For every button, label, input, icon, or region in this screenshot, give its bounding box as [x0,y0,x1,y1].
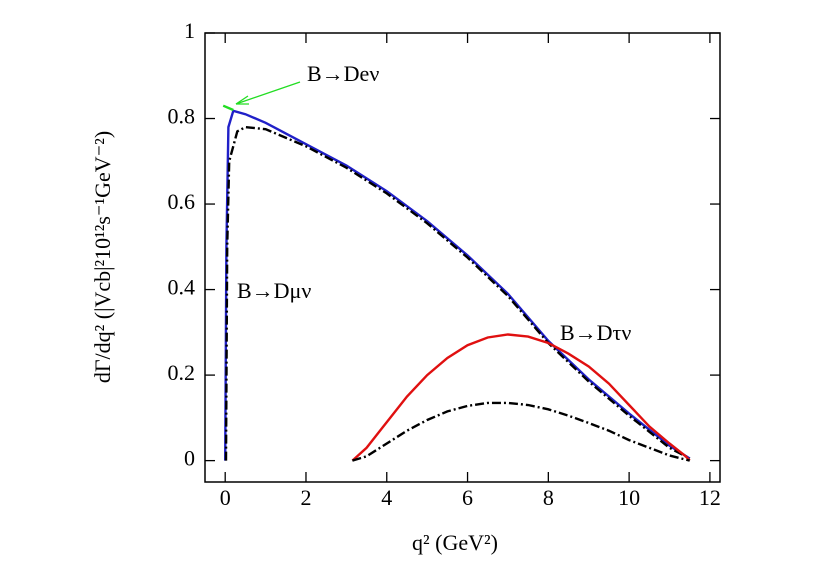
annotation-arrow [235,81,301,105]
y-tick-label: 0.4 [168,275,196,300]
x-tick-label: 10 [618,485,640,510]
y-tick-label: 1 [184,18,195,43]
y-tick-label: 0 [184,446,195,471]
series-line [224,125,691,461]
x-tick-label: 8 [543,485,554,510]
x-tick-label: 12 [699,485,721,510]
series-label: B→Dμν [237,278,311,303]
x-tick-label: 6 [462,485,473,510]
series-label: B→Deν [307,61,379,86]
series-line [224,109,691,461]
x-tick-label: 2 [300,485,311,510]
y-tick-label: 0.6 [168,189,196,214]
y-tick-label: 0.2 [168,360,196,385]
x-tick-label: 0 [220,485,231,510]
x-tick-label: 4 [381,485,392,510]
y-axis-label: dΓ/dq² (|Vcb|²10¹²s⁻¹GeV⁻²) [90,131,115,383]
series-line [351,333,691,462]
series-label: B→Dτν [560,320,631,345]
arrow-head [235,95,249,105]
x-axis-label: q² (GeV²) [412,530,498,555]
y-tick-label: 0.8 [168,104,196,129]
plot-frame [204,32,721,483]
series-line [352,401,690,462]
series-line [222,104,234,112]
